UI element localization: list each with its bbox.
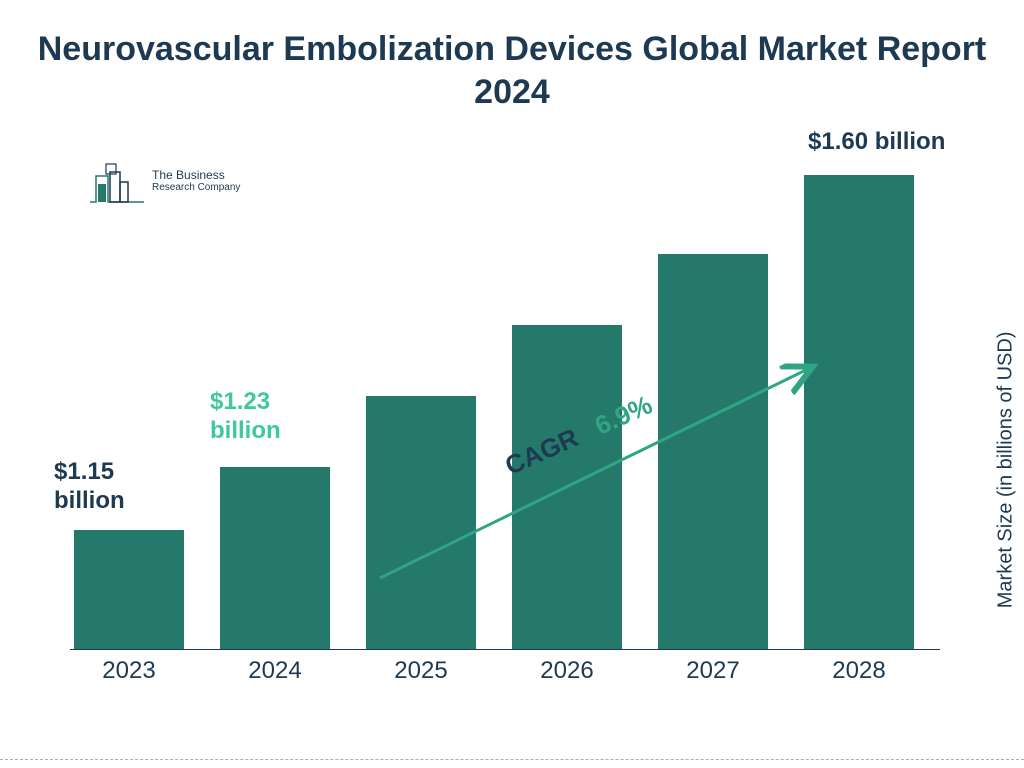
y-axis-label: Market Size (in billions of USD)	[995, 332, 1018, 609]
chart-title: Neurovascular Embolization Devices Globa…	[0, 28, 1024, 113]
value-label: $1.23billion	[210, 388, 281, 446]
value-label: $1.15billion	[54, 458, 125, 516]
bar-chart: 202320242025202620272028 CAGR 6.9%	[70, 160, 940, 690]
cagr-arrow	[70, 160, 940, 690]
value-label: $1.60 billion	[808, 128, 945, 157]
footer-divider	[0, 759, 1024, 760]
